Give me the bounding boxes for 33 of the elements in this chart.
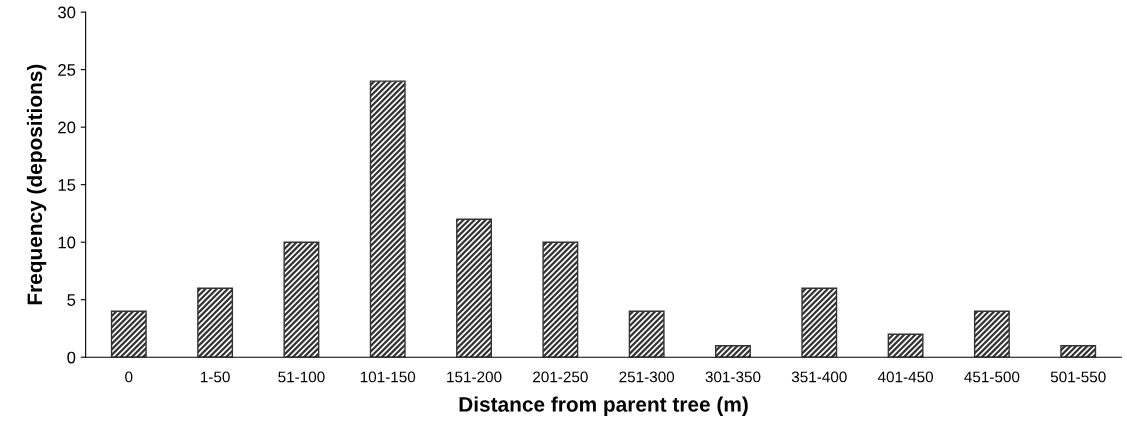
y-tick-label: 10 — [58, 236, 76, 249]
x-tick-label: 251-300 — [619, 371, 675, 383]
bar — [715, 345, 751, 358]
bar — [110, 310, 147, 358]
bar — [973, 310, 1010, 358]
bar — [1060, 345, 1097, 358]
bar — [542, 241, 579, 358]
x-tick-label: 401-450 — [877, 371, 934, 383]
y-tick-label: 20 — [58, 121, 76, 134]
bar — [197, 287, 234, 358]
y-tick-label: 0 — [67, 351, 76, 364]
x-tick-label: 301-350 — [705, 371, 761, 383]
x-tick-label: 151-200 — [447, 371, 502, 383]
bar — [628, 310, 665, 358]
x-tick-label: 451-500 — [964, 371, 1020, 383]
x-tick-label: 51-100 — [278, 371, 325, 383]
x-axis-title: Distance from parent tree (m) — [459, 396, 748, 416]
y-tick-label: 5 — [67, 294, 76, 306]
y-tick-label: 30 — [58, 6, 76, 19]
y-tick-label: 15 — [58, 179, 76, 191]
x-tick-label: 351-400 — [791, 371, 847, 383]
x-tick-label: 101-150 — [360, 371, 416, 383]
y-axis-title: Frequency (depositions) — [26, 64, 47, 305]
bar — [283, 241, 320, 358]
bar — [887, 333, 924, 358]
bar — [801, 287, 838, 358]
x-tick-label: 1-50 — [200, 371, 230, 383]
x-tick-label: 501-550 — [1050, 371, 1106, 383]
x-tick-label: 0 — [125, 371, 133, 383]
y-tick-label: 25 — [58, 64, 76, 76]
bar — [456, 218, 493, 358]
x-tick-label: 201-250 — [533, 371, 588, 383]
bar — [369, 80, 406, 358]
